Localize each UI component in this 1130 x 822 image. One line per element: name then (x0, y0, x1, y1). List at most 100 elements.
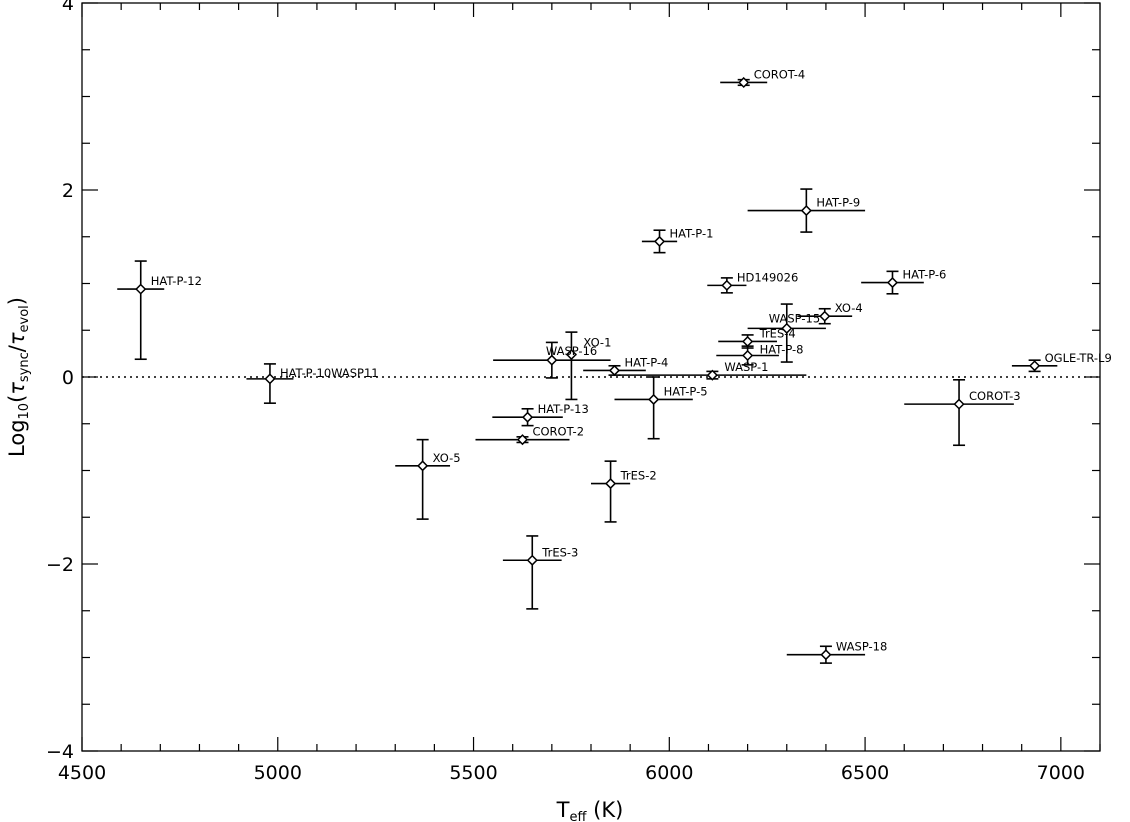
x-axis-title-sub: eff (570, 810, 588, 822)
data-point: COROT-4 (720, 67, 806, 89)
diamond-marker (820, 649, 832, 661)
point-label: TrES-3 (541, 545, 578, 559)
y-axis-title-slash: / (5, 344, 29, 352)
data-point: HAT-P-9 (747, 188, 866, 233)
x-tick-label: 6000 (645, 762, 693, 784)
point-label: HAT-P-12 (151, 274, 202, 288)
point-label: HAT-P-5 (664, 384, 708, 398)
y-tick-label: −2 (46, 554, 74, 576)
diamond-marker (953, 398, 965, 410)
diamond-marker (742, 335, 754, 348)
data-point: HAT-P-6 (861, 268, 946, 295)
x-tick-label: 4500 (58, 762, 106, 784)
data-points: COROT-4 HAT-P-9 HAT-P-1 HD149026 HAT-P-6 HAT-… (117, 67, 1112, 664)
y-axis-title-prefix-sub: 10 (17, 403, 32, 420)
point-label: WASP-18 (836, 640, 887, 654)
diamond-marker (721, 279, 733, 291)
point-label: HAT-P-13 (538, 402, 589, 416)
data-point: HAT-P-1 (641, 226, 714, 254)
point-label: HAT-P-6 (902, 268, 946, 282)
point-label: WASP-1 (724, 360, 768, 374)
point-label: HAT-P-4 (624, 355, 668, 369)
x-tick-label: 5000 (254, 762, 302, 784)
x-axis-title: Teff (K) (556, 798, 624, 822)
data-point: XO-1 (565, 331, 611, 401)
diamond-marker (742, 349, 754, 362)
diamond-marker (546, 354, 558, 366)
data-point: OGLE-TR-L9 (1011, 351, 1112, 373)
data-point: HAT-P-5 (614, 376, 708, 440)
data-point: HAT-P-4 (583, 355, 668, 377)
y-axis-title-prefix: Log (5, 419, 29, 457)
data-point: TrES-4 (718, 326, 796, 349)
x-axis-title-space (586, 798, 593, 822)
data-point: HD149026 (707, 270, 798, 294)
data-point: WASP-16 (493, 341, 611, 379)
data-point: WASP-15 (747, 303, 826, 363)
x-tick-label: 6500 (841, 762, 889, 784)
point-label: COROT-2 (532, 425, 584, 439)
point-label: TrES-4 (759, 326, 796, 340)
y-axis-title-sub1: sync (17, 352, 32, 382)
data-point: WASP-1 (618, 360, 807, 381)
diamond-marker (605, 478, 617, 490)
data-point: HAT-P-10WASP11 (246, 363, 379, 404)
diamond-marker (819, 310, 831, 322)
point-label: OGLE-TR-L9 (1045, 351, 1112, 365)
y-tick-label: 4 (62, 0, 74, 15)
data-point: HAT-P-13 (492, 402, 589, 427)
diamond-marker (1029, 360, 1041, 372)
y-tick-label: 2 (62, 180, 74, 202)
diamond-marker (264, 373, 276, 385)
diamond-marker (608, 364, 621, 377)
point-label: TrES-2 (620, 469, 657, 483)
y-axis-title-tau1: τ (5, 382, 29, 395)
diamond-marker (886, 277, 899, 289)
point-label: XO-1 (583, 336, 611, 350)
x-axis-title-unit: (K) (593, 798, 623, 822)
x-tick-label: 5500 (449, 762, 497, 784)
point-label: WASP-15 (769, 311, 820, 325)
point-label: XO-4 (835, 301, 863, 315)
y-axis-title-sub2: evol (17, 305, 32, 332)
point-label: HAT-P-8 (760, 342, 804, 356)
point-label: HAT-P-10WASP11 (280, 366, 379, 380)
tick-labels: 4500 5000 5500 6000 6500 7000 −4 −2 0 2 4 (46, 0, 1085, 784)
point-label: HAT-P-1 (670, 226, 714, 240)
data-point: XO-4 (797, 301, 863, 325)
y-tick-label: 0 (62, 367, 74, 389)
diamond-marker (706, 369, 718, 381)
diamond-marker (800, 205, 812, 217)
x-tick-label: 7000 (1037, 762, 1085, 784)
point-label: COROT-3 (969, 389, 1021, 403)
data-point: HAT-P-12 (117, 260, 202, 361)
y-axis-title-close: ) (5, 297, 29, 305)
point-label: HAT-P-9 (816, 196, 860, 210)
diamond-marker (526, 554, 538, 566)
data-point: XO-5 (395, 438, 461, 520)
data-point: HAT-P-8 (716, 342, 804, 366)
data-point: COROT-3 (904, 379, 1021, 447)
diamond-marker (417, 460, 429, 472)
y-tick-label: −4 (46, 741, 74, 763)
point-label: XO-5 (433, 451, 461, 465)
x-axis-title-main: T (556, 798, 570, 822)
diamond-marker (522, 411, 534, 423)
diamond-marker (565, 348, 577, 361)
data-point: WASP-18 (786, 640, 887, 664)
diamond-marker (738, 76, 750, 89)
diamond-marker (648, 393, 660, 406)
diamond-marker (653, 235, 666, 247)
diamond-marker (781, 322, 793, 334)
data-point: TrES-2 (591, 460, 657, 523)
point-label: COROT-4 (754, 67, 806, 81)
diamond-marker (135, 283, 147, 295)
axis-ticks (81, 2, 1101, 752)
data-point: COROT-2 (475, 425, 584, 446)
diamond-marker (516, 434, 529, 446)
data-point: TrES-3 (502, 535, 578, 610)
y-axis-title-open: ( (5, 395, 29, 403)
point-label: HD149026 (737, 270, 798, 284)
point-label: WASP-16 (546, 344, 597, 358)
